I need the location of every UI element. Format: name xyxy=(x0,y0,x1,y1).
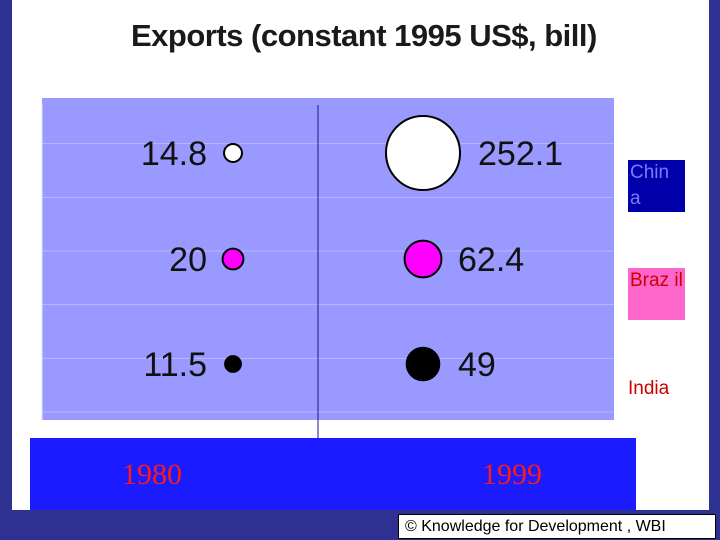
bubble-brazil-1980 xyxy=(221,247,245,271)
bubble-india-1980 xyxy=(224,355,242,373)
legend-china: Chin a xyxy=(628,160,685,212)
footer-credit: © Knowledge for Development , WBI xyxy=(398,514,716,539)
data-label-india-1980: 11.5 xyxy=(143,346,207,384)
legend-india: India xyxy=(628,378,670,399)
x-tick-label-1999: 1999 xyxy=(482,458,542,491)
data-label-china-1999: 252.1 xyxy=(478,135,563,173)
bubble-india-1999 xyxy=(405,346,441,382)
bubble-china-1980 xyxy=(223,143,243,163)
data-label-india-1999: 49 xyxy=(458,346,496,384)
bubble-china-1999 xyxy=(385,115,461,191)
chart-title: Exports (constant 1995 US$, bill) xyxy=(131,18,597,53)
plot-area xyxy=(42,98,614,420)
x-tick-label-1980: 1980 xyxy=(122,458,182,491)
data-label-brazil-1999: 62.4 xyxy=(458,241,524,279)
legend-brazil: Braz il xyxy=(628,268,685,320)
bubble-brazil-1999 xyxy=(403,239,443,279)
data-label-china-1980: 14.8 xyxy=(141,135,207,173)
year-axis-bar xyxy=(30,438,636,510)
data-label-brazil-1980: 20 xyxy=(169,241,207,279)
